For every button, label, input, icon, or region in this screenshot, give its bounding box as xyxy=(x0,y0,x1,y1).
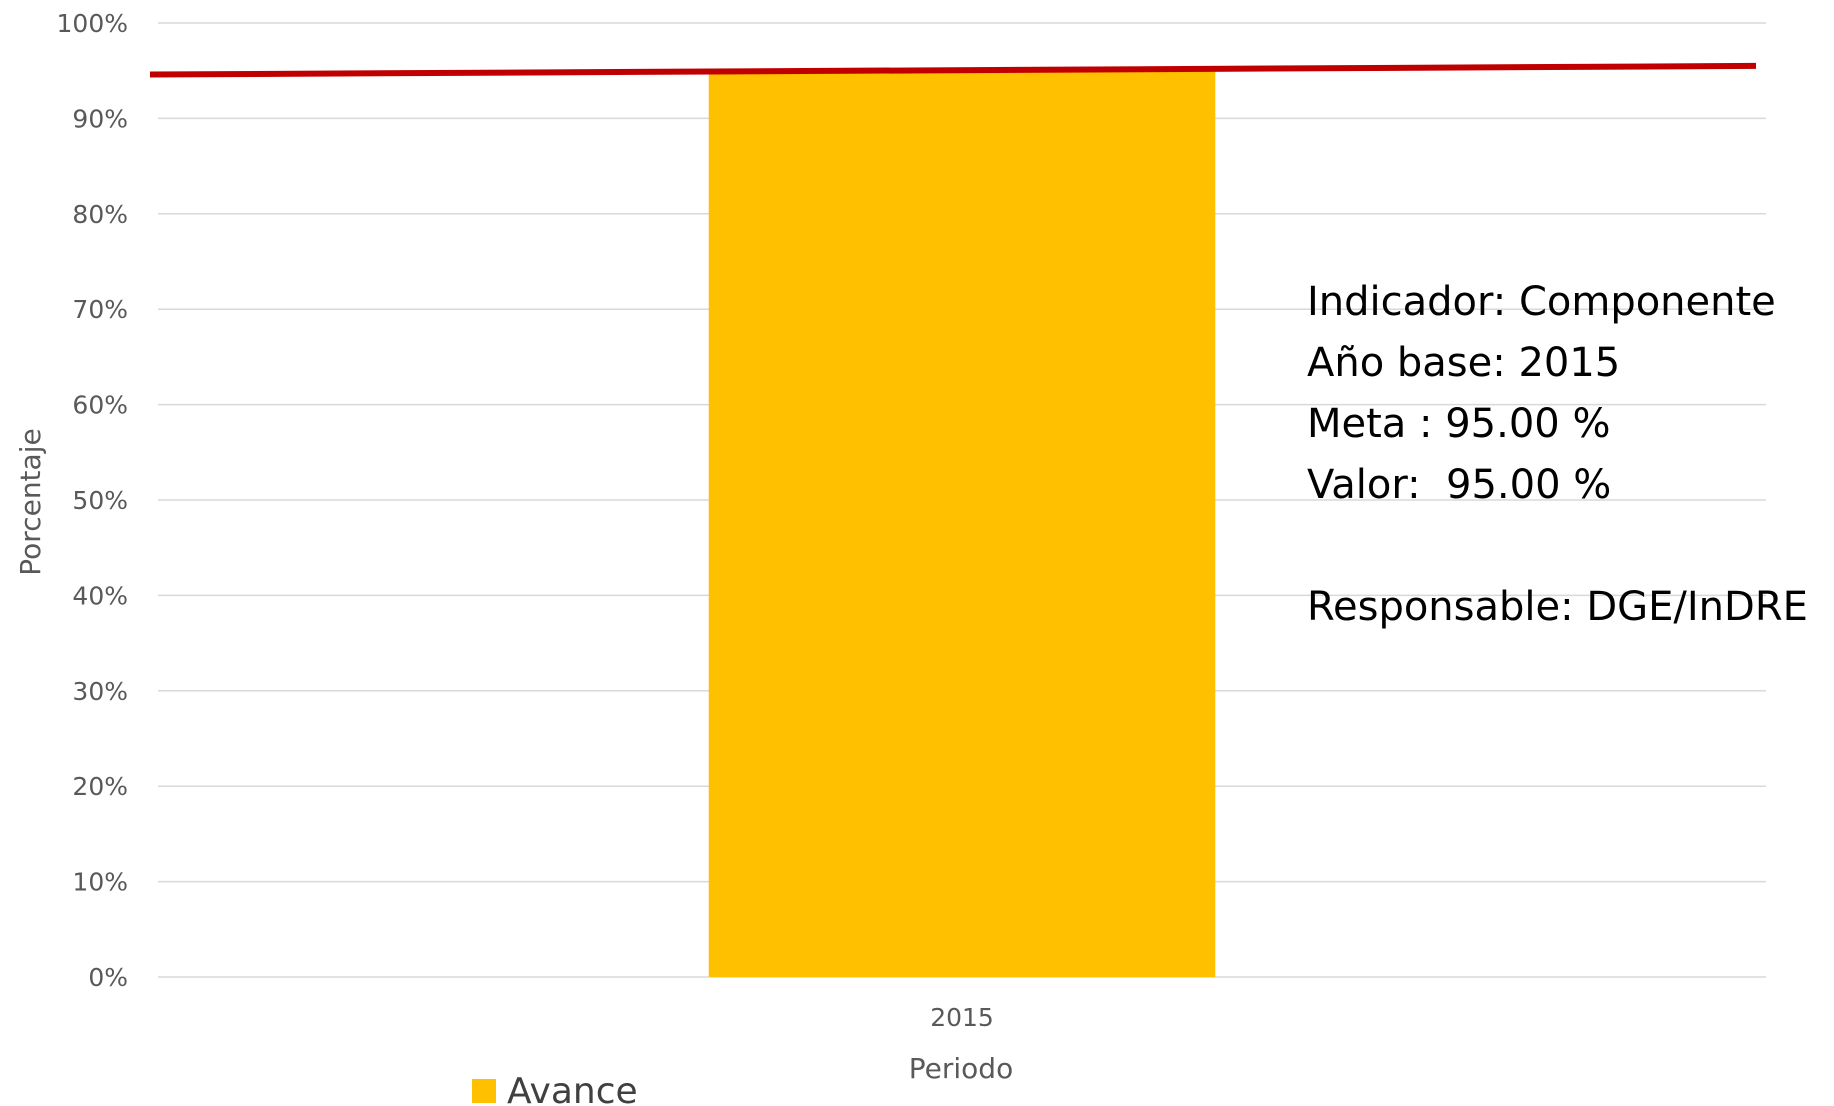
x-tick-label: 2015 xyxy=(930,1003,994,1032)
meta-line xyxy=(149,62,1757,78)
y-tick-label: 20% xyxy=(72,772,128,801)
y-tick-label: 50% xyxy=(72,486,128,515)
y-tick-label: 100% xyxy=(57,9,128,38)
y-tick-label: 90% xyxy=(72,104,128,133)
info-spacer xyxy=(1307,516,1827,577)
y-tick-label: 70% xyxy=(72,295,128,324)
x-axis-title: Periodo xyxy=(909,1052,1013,1085)
indicator-info: Indicador: Componente Año base: 2015 Met… xyxy=(1307,272,1827,638)
legend-swatch-avance xyxy=(472,1079,496,1103)
y-axis-ticks: 0% 10% 20% 30% 40% 50% 60% 70% 80% 90% 100% xyxy=(57,9,128,992)
y-tick-label: 80% xyxy=(72,200,128,229)
x-axis-ticks: 2015 xyxy=(930,1003,994,1032)
info-valor: Valor: 95.00 % xyxy=(1307,462,1612,508)
info-responsable: Responsable: DGE/InDRE xyxy=(1307,584,1808,630)
y-tick-label: 60% xyxy=(72,391,128,420)
y-tick-label: 0% xyxy=(88,963,128,992)
target-line xyxy=(149,62,1757,78)
info-meta: Meta : 95.00 % xyxy=(1307,401,1611,447)
bars xyxy=(708,70,1216,977)
y-tick-label: 30% xyxy=(72,677,128,706)
info-indicador: Indicador: Componente xyxy=(1307,279,1776,325)
info-anio-base: Año base: 2015 xyxy=(1307,340,1621,386)
bar-2015 xyxy=(708,70,1216,977)
legend-label-avance: Avance xyxy=(507,1071,638,1106)
legend: Avance xyxy=(472,1071,638,1106)
y-tick-label: 10% xyxy=(72,868,128,897)
y-tick-label: 40% xyxy=(72,581,128,610)
y-axis-title: Porcentaje xyxy=(14,428,47,575)
